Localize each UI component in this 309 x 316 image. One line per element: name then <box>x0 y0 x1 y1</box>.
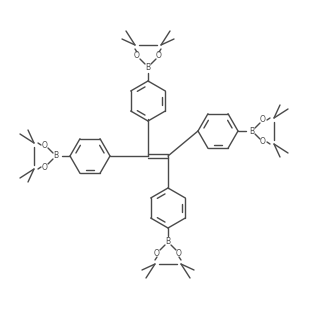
Text: O: O <box>154 248 160 258</box>
Text: B: B <box>146 63 150 71</box>
Text: B: B <box>53 151 59 161</box>
Text: O: O <box>42 162 48 172</box>
Text: O: O <box>156 52 162 60</box>
Text: B: B <box>165 238 171 246</box>
Text: B: B <box>249 126 255 136</box>
Text: O: O <box>42 141 48 149</box>
Text: O: O <box>260 116 266 125</box>
Text: O: O <box>176 248 182 258</box>
Text: O: O <box>260 137 266 147</box>
Text: O: O <box>134 52 140 60</box>
